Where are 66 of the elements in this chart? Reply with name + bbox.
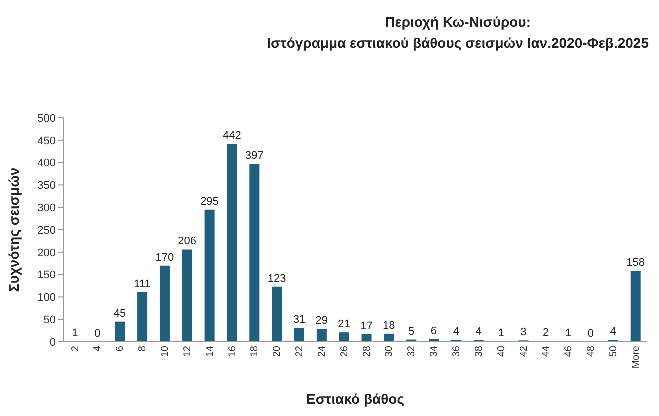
x-tick-label: 46: [564, 346, 575, 358]
x-tick-label: 20: [272, 346, 284, 358]
data-label: 2: [543, 327, 550, 340]
data-label: 5: [408, 326, 415, 338]
x-tick-label: 10: [160, 346, 172, 358]
x-tick-label: 26: [339, 346, 350, 358]
x-tick-label: 34: [429, 346, 440, 358]
x-tick-label: 36: [452, 346, 463, 358]
data-label: 111: [134, 278, 151, 290]
y-tick-label: 500: [38, 112, 56, 125]
x-tick-label: 30: [384, 346, 396, 358]
x-tick-label: More: [630, 346, 642, 369]
data-label: 206: [178, 236, 197, 248]
y-tick-label: 0: [50, 336, 56, 349]
data-label: 158: [626, 257, 645, 270]
data-label: 3: [520, 326, 527, 339]
data-label: 4: [453, 326, 460, 338]
data-label: 170: [156, 252, 174, 264]
data-label: 123: [268, 272, 286, 285]
x-tick-label: 42: [518, 346, 530, 358]
data-label: 1: [498, 328, 504, 340]
data-label: 45: [114, 308, 126, 320]
x-tick-label: 48: [586, 346, 598, 358]
y-tick-label: 250: [38, 224, 56, 237]
data-label: 442: [222, 130, 242, 142]
x-tick-label: 40: [496, 346, 508, 358]
x-tick-label: 28: [362, 346, 373, 358]
data-label: 0: [94, 328, 101, 340]
data-label: 4: [610, 326, 616, 338]
x-tick-label: 18: [250, 346, 261, 358]
data-label: 397: [245, 150, 264, 162]
x-tick-label: 4: [92, 346, 104, 352]
y-tick-label: 400: [38, 158, 56, 170]
data-label: 295: [200, 196, 219, 208]
data-label: 1: [565, 328, 572, 340]
y-tick-label: 200: [38, 247, 56, 260]
data-label: 1: [72, 328, 78, 340]
data-label: 17: [360, 320, 373, 332]
y-tick-label: 300: [38, 202, 56, 215]
x-tick-label: 6: [115, 346, 126, 352]
y-tick-label: 350: [38, 180, 56, 192]
x-tick-label: 32: [406, 346, 418, 358]
x-tick-label: 50: [608, 346, 620, 358]
x-tick-label: 8: [138, 346, 149, 352]
data-label: 18: [383, 320, 396, 332]
data-label: 6: [430, 325, 438, 338]
x-tick-label: 16: [227, 346, 238, 358]
x-axis-title: Εστιακό βάθος: [306, 391, 404, 407]
data-label: 29: [316, 315, 328, 328]
y-tick-label: 100: [38, 292, 56, 304]
data-label: 0: [588, 328, 594, 340]
y-tick-label: 450: [38, 135, 56, 148]
x-tick-label: 2: [70, 346, 82, 352]
x-tick-label: 38: [474, 346, 485, 358]
x-tick-label: 22: [294, 346, 306, 358]
x-tick-label: 12: [182, 346, 194, 358]
chart-title: Περιοχή Κω-Νισύρου: Ιστόγραμμα εστιακού βάθους σεισμών Ιαν.2020-Φεβ.2025: [267, 13, 649, 53]
y-axis-title: Συχνότης σεισμών: [6, 168, 22, 292]
data-label: 31: [293, 314, 306, 326]
x-tick-label: 14: [204, 346, 216, 358]
y-tick-label: 150: [38, 270, 56, 282]
data-label: 21: [338, 318, 350, 331]
y-tick-label: 50: [44, 314, 56, 327]
x-tick-label: 24: [316, 346, 328, 358]
x-tick-label: 44: [541, 346, 552, 358]
data-label: 4: [476, 326, 482, 338]
